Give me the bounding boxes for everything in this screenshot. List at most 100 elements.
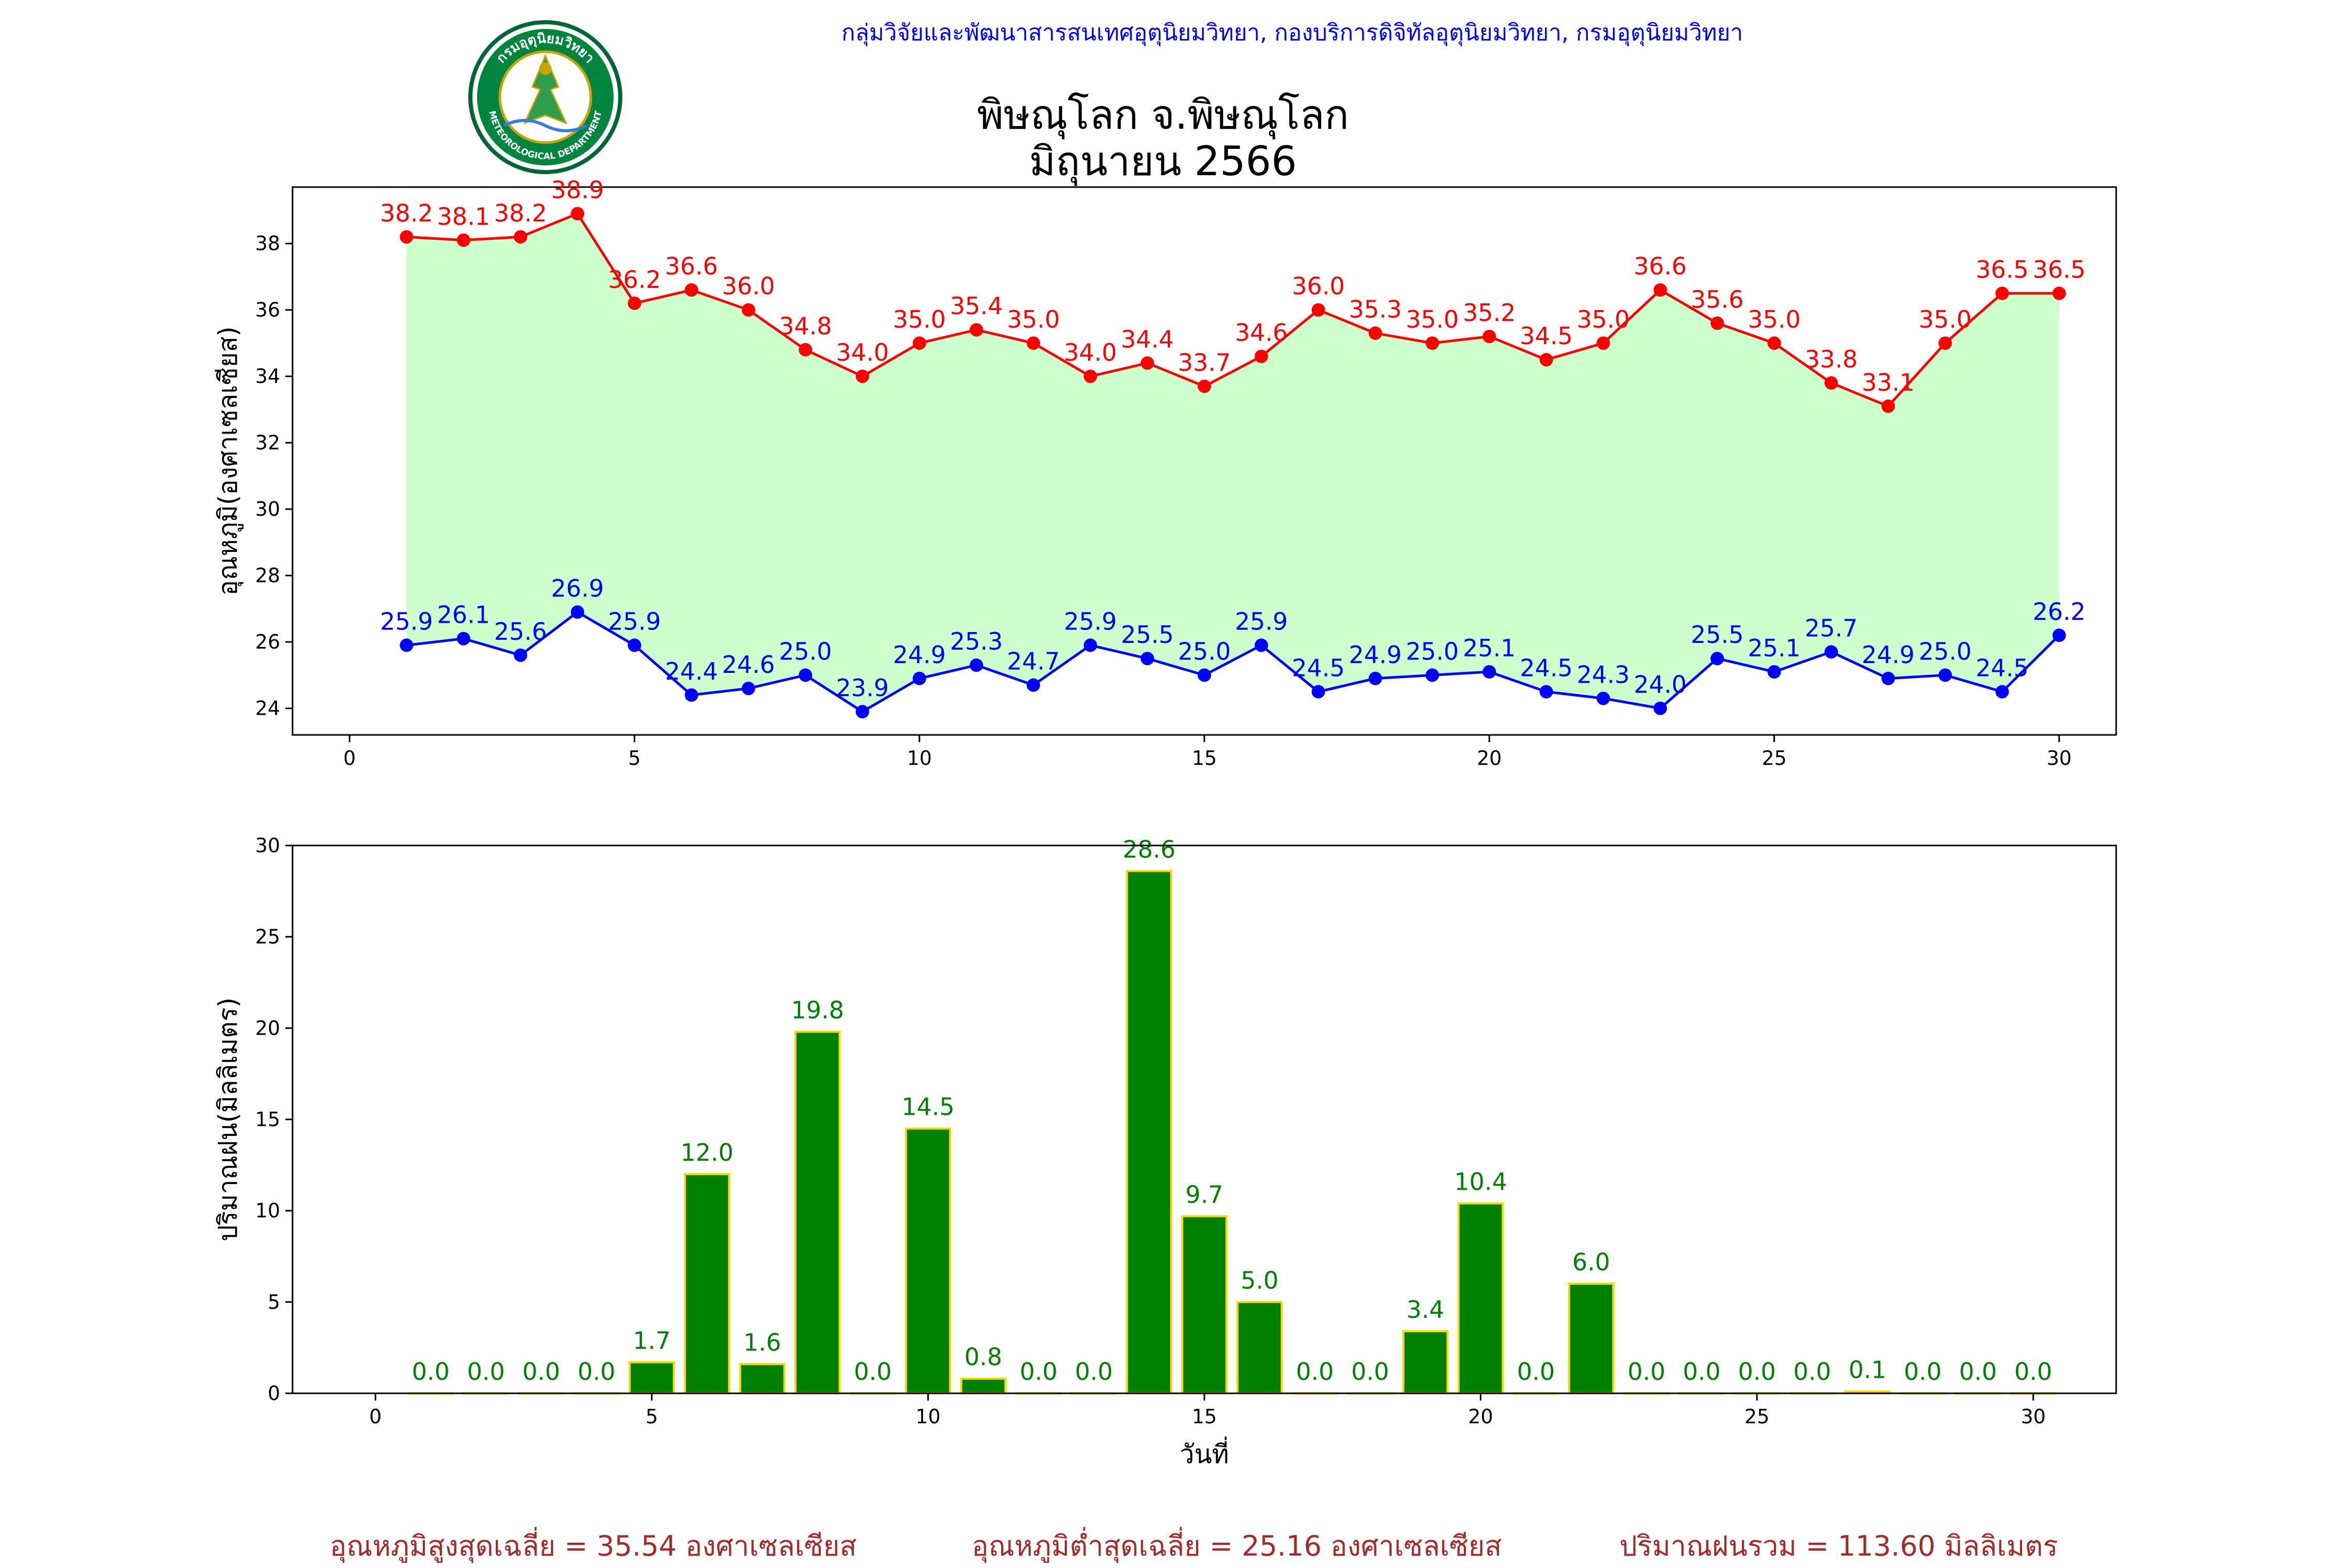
temperature-xtick-label: 25 (1762, 747, 1786, 770)
max-temperature-point (628, 296, 641, 310)
rainfall-data-label: 0.0 (1738, 1358, 1776, 1386)
max-temperature-point (1368, 326, 1382, 340)
max-temperature-data-label: 35.2 (1463, 299, 1516, 327)
month-title: มิถุนายน 2566 (1029, 139, 1297, 185)
max-temperature-point (1767, 336, 1781, 350)
min-temperature-data-label: 24.9 (893, 641, 946, 669)
max-temperature-data-label: 33.1 (1862, 368, 1915, 396)
rainfall-data-label: 0.0 (2014, 1358, 2052, 1386)
max-temperature-point (1824, 376, 1838, 390)
min-temperature-data-label: 25.0 (779, 637, 832, 665)
rainfall-bar (1402, 1330, 1449, 1395)
rainfall-ytick-label: 5 (268, 1290, 280, 1313)
min-temperature-point (1539, 685, 1553, 699)
max-temperature-point (742, 303, 755, 317)
min-temperature-data-label: 25.5 (1691, 621, 1743, 649)
min-temperature-point (742, 682, 755, 696)
max-temperature-data-label: 34.5 (1520, 322, 1572, 350)
min-temperature-data-label: 24.9 (1862, 641, 1915, 669)
rainfall-bar (1457, 1202, 1504, 1395)
min-temperature-point (400, 638, 414, 652)
rainfall-ytick-label: 25 (255, 926, 280, 948)
min-temperature-data-label: 26.1 (437, 601, 490, 629)
max-temperature-point (1140, 356, 1154, 370)
max-temperature-point (970, 323, 983, 337)
max-temperature-point (2052, 286, 2066, 300)
max-temperature-data-label: 35.0 (893, 305, 946, 333)
rainfall-data-label: 0.0 (1683, 1358, 1721, 1386)
rainfall-bar (684, 1173, 730, 1394)
rainfall-xlabel: วันที่ (1180, 1437, 1229, 1469)
temperature-ytick-label: 38 (255, 232, 280, 255)
max-temperature-data-label: 34.4 (1121, 325, 1174, 353)
min-temperature-line (406, 610, 2060, 713)
temperature-xtick-label: 15 (1192, 747, 1217, 770)
rainfall-xtick-label: 15 (1192, 1405, 1217, 1428)
temperature-range-fill (406, 213, 2059, 712)
max-temperature-point (1938, 336, 1952, 350)
max-temperature-point (684, 283, 698, 297)
max-temperature-point (799, 343, 813, 357)
min-temperature-point (571, 605, 585, 619)
rainfall-data-label: 14.5 (901, 1093, 954, 1121)
max-temperature-data-label: 35.3 (1349, 296, 1402, 324)
credit-line: กลุ่มวิจัยและพัฒนาสารสนเทศอุตุนิยมวิทยา,… (841, 20, 1743, 46)
rainfall-xtick-label: 25 (1744, 1405, 1769, 1428)
min-temperature-data-label: 25.6 (494, 618, 547, 645)
weather-charts: 0 5 10 15 20 25 30 24 26 28 30 32 34 36 38 อุณหภูมิ(องศ… (213, 176, 2117, 1469)
max-temperature-point (912, 336, 926, 350)
max-temperature-data-label: 36.6 (1634, 252, 1687, 280)
rainfall-data-label: 0.0 (1020, 1358, 1058, 1386)
max-temperature-point (1539, 353, 1553, 367)
max-temperature-data-label: 35.0 (1406, 305, 1459, 333)
rainfall-data-label: 3.4 (1406, 1296, 1444, 1324)
temperature-ytick-label: 24 (255, 697, 280, 720)
rainfall-data-label: 5.0 (1241, 1266, 1278, 1294)
max-temperature-data-label: 36.6 (665, 252, 718, 280)
min-temperature-point (1083, 638, 1097, 652)
rainfall-data-label: 0.0 (523, 1358, 560, 1386)
temperature-ylabel: อุณหภูมิ(องศาเซลเซียส) (213, 326, 243, 595)
rainfall-xtick-label: 5 (646, 1405, 658, 1428)
max-temperature-point (514, 230, 527, 244)
max-temperature-point (1881, 399, 1895, 413)
rainfall-ytick-label: 30 (255, 834, 280, 857)
rainfall-bar (1181, 1215, 1228, 1394)
min-temperature-data-label: 25.0 (1178, 637, 1231, 665)
max-temperature-data-label: 38.2 (494, 199, 547, 227)
rainfall-data-label: 0.1 (1848, 1356, 1886, 1383)
min-temperature-data-label: 25.9 (608, 608, 661, 636)
min-temperature-point (1482, 665, 1496, 679)
rainfall-data-label: 28.6 (1123, 835, 1175, 863)
min-temperature-point (1198, 668, 1211, 682)
max-temperature-data-label: 35.0 (1577, 305, 1630, 333)
max-temperature-data-label: 35.0 (1919, 305, 1971, 333)
temperature-ytick-label: 32 (255, 432, 280, 454)
max-temperature-point (1654, 283, 1667, 297)
min-temperature-point (970, 658, 983, 672)
rainfall-xtick-label: 0 (369, 1405, 381, 1428)
min-temperature-point (1596, 691, 1610, 705)
min-temperature-data-label: 25.9 (380, 608, 433, 636)
min-temperature-data-label: 25.1 (1748, 634, 1800, 662)
min-temperature-point (855, 705, 869, 719)
min-temperature-point (1140, 652, 1154, 666)
min-temperature-data-label: 24.5 (1292, 654, 1344, 682)
rainfall-data-label: 12.0 (681, 1139, 733, 1166)
max-temperature-data-label: 35.6 (1691, 285, 1743, 313)
min-temperature-data-label: 24.5 (1976, 654, 2028, 682)
min-temperature-data-label: 24.6 (722, 651, 775, 679)
max-temperature-data-label: 36.0 (722, 272, 775, 300)
max-temperature-data-label: 36.5 (2033, 256, 2086, 284)
temperature-xtick-label: 20 (1477, 747, 1502, 770)
rainfall-data-label: 0.0 (1296, 1358, 1334, 1386)
min-temperature-point (1368, 671, 1382, 685)
max-temperature-line (406, 212, 2059, 408)
min-temperature-point (799, 668, 813, 682)
rainfall-bar (1126, 870, 1172, 1394)
max-temperature-point (571, 207, 585, 221)
rainfall-bar (960, 1377, 1007, 1395)
temperature-ytick-label: 30 (255, 498, 280, 520)
min-temperature-data-label: 25.7 (1805, 614, 1858, 642)
min-temperature-data-label: 25.0 (1919, 637, 1971, 665)
